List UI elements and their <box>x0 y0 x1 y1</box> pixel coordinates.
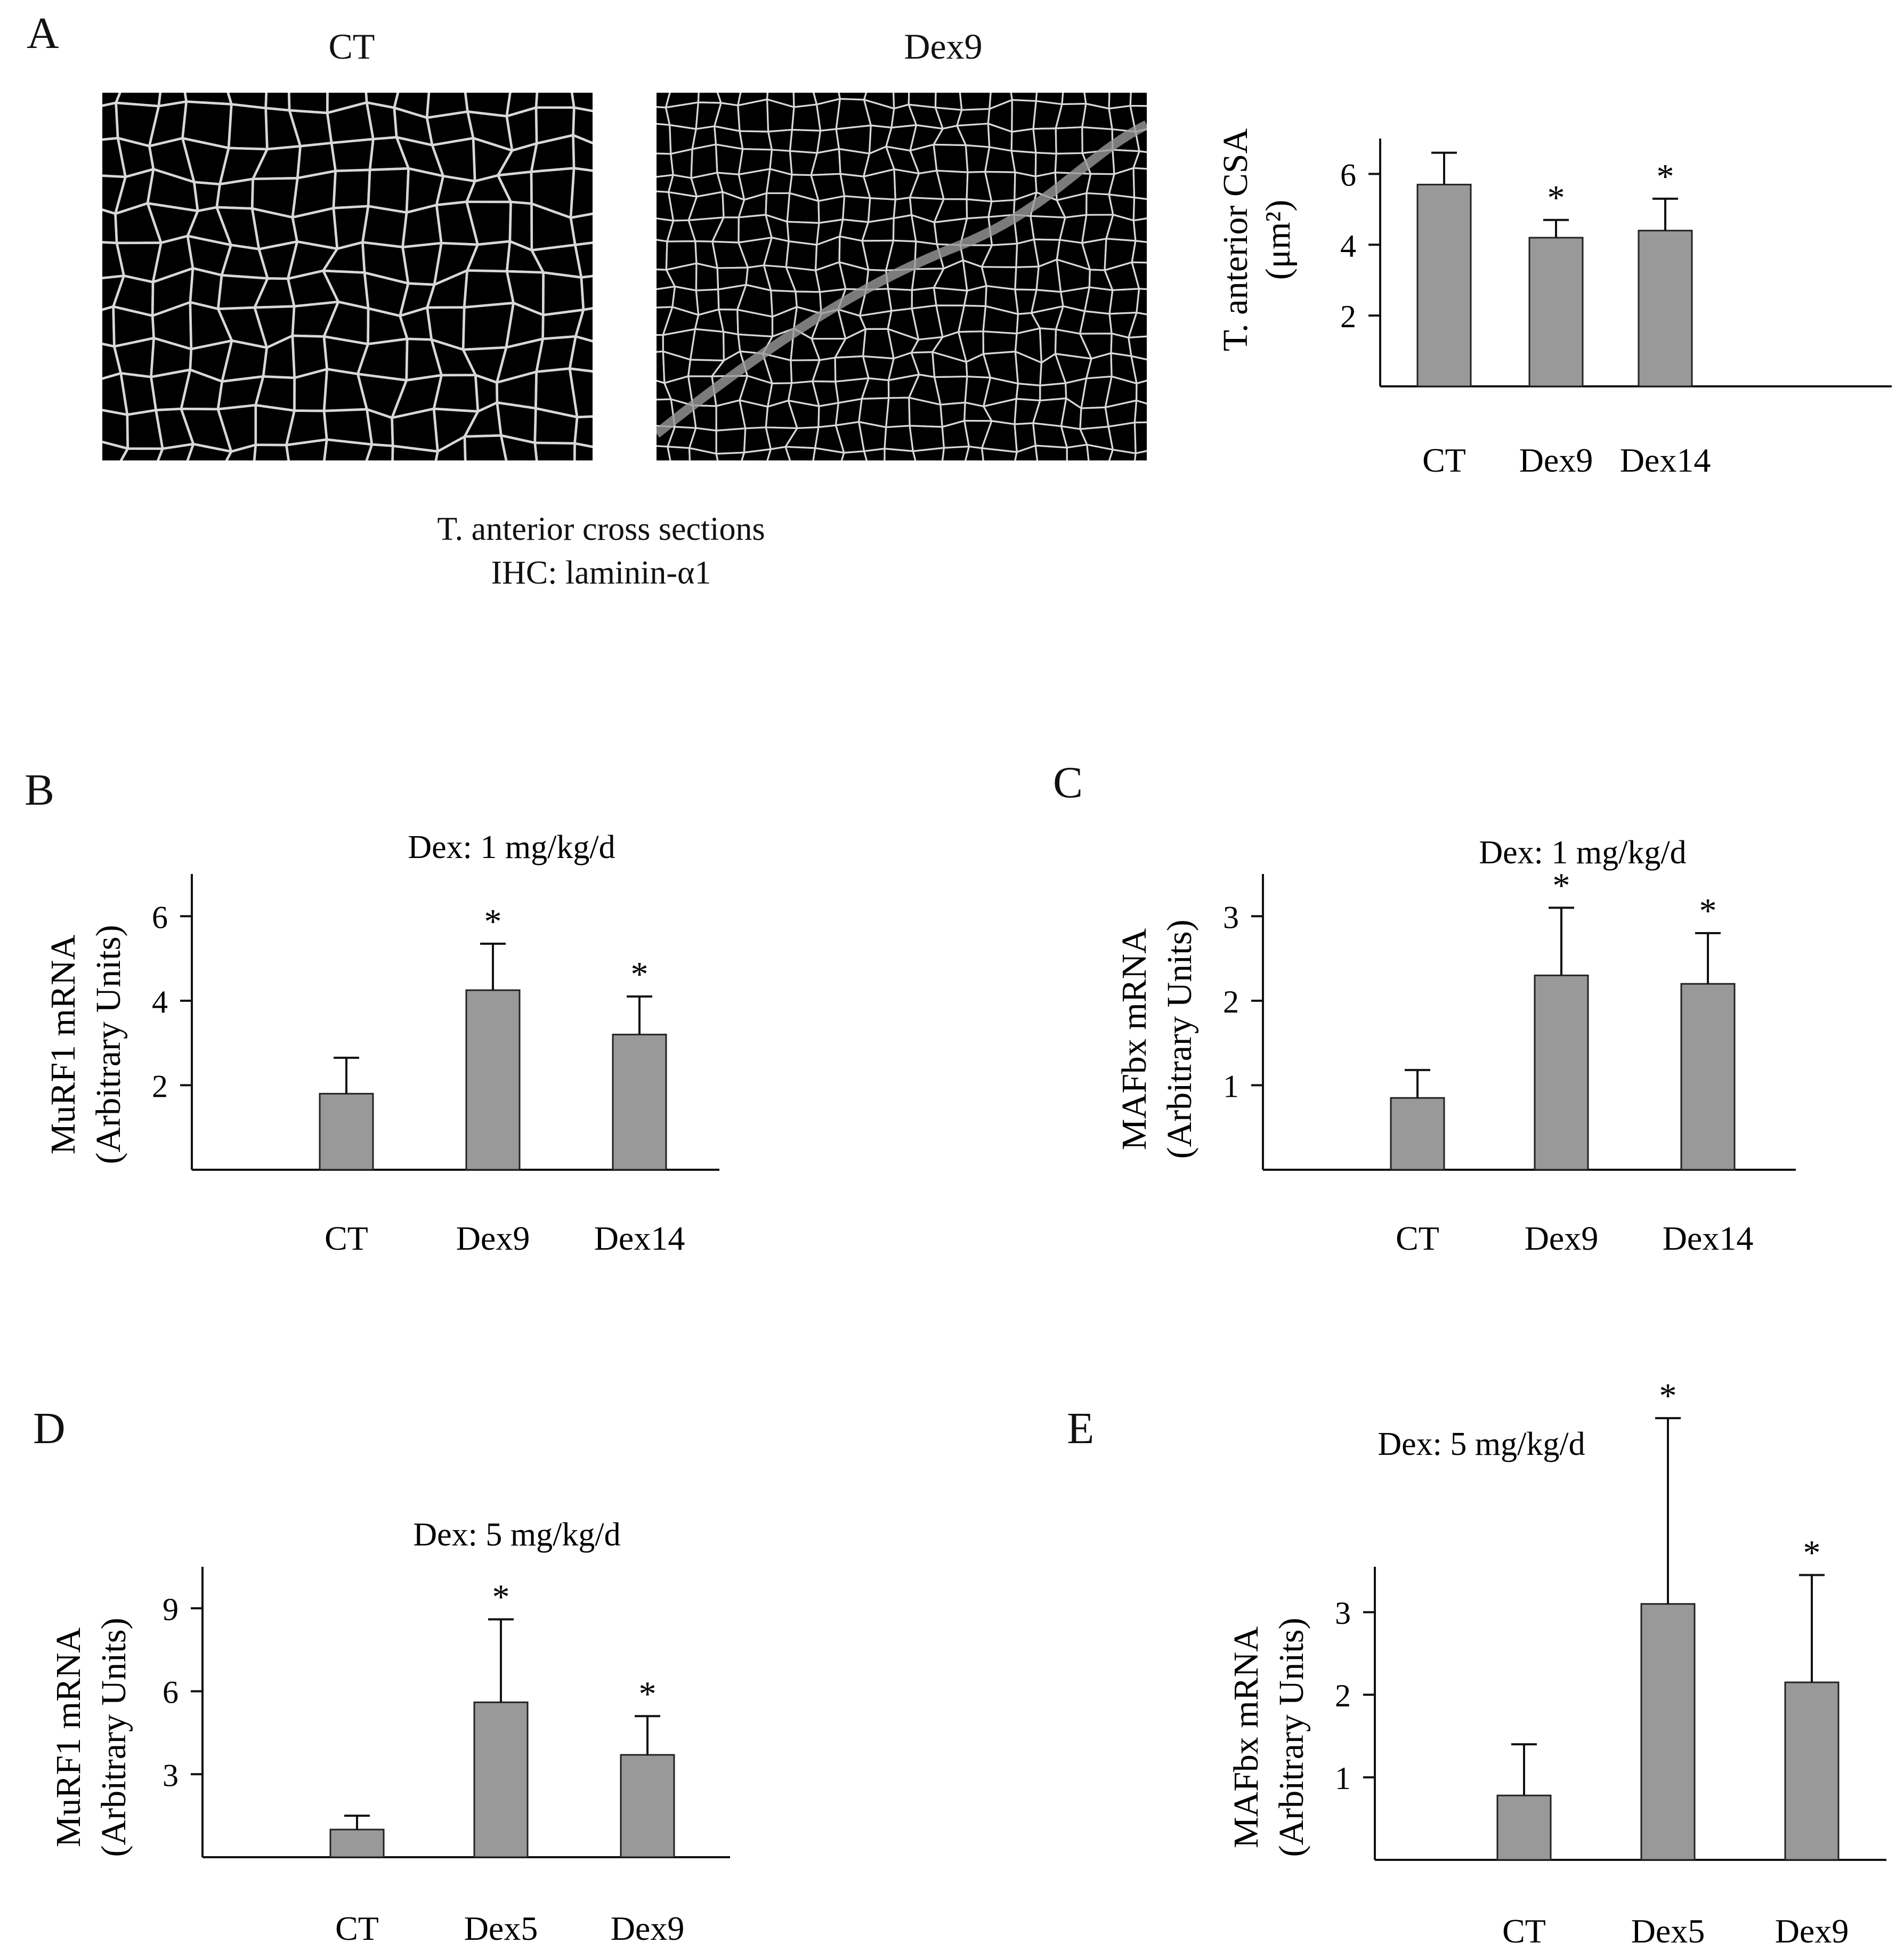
y-axis-label-units: (Arbitrary Units) <box>94 1617 133 1857</box>
chart-mafbx-5mg: Dex: 5 mg/kg/d MAFbx mRNA (Arbitrary Units… <box>1227 1377 1886 1950</box>
category-label: CT <box>1502 1912 1546 1950</box>
bar-ct <box>1390 1097 1445 1171</box>
significance-star: * <box>484 902 502 941</box>
y-tick-label: 4 <box>1340 228 1356 263</box>
image-label-ct: CT <box>328 26 375 67</box>
category-label: CT <box>325 1219 368 1257</box>
significance-star: * <box>1553 866 1570 905</box>
category-label: Dex14 <box>1620 441 1711 479</box>
y-tick-label: 9 <box>163 1592 179 1627</box>
bar-ct <box>1496 1794 1552 1861</box>
significance-star: * <box>1699 892 1717 930</box>
chart-murf1-1mg: Dex: 1 mg/kg/d MuRF1 mRNA (Arbitrary Units… <box>44 829 719 1257</box>
y-tick-label: 2 <box>1223 984 1239 1019</box>
bar-ct <box>329 1828 385 1858</box>
y-tick-label: 2 <box>152 1068 168 1104</box>
panel-letter-a: A <box>27 9 59 58</box>
significance-star: * <box>639 1674 657 1713</box>
y-axis-label: MuRF1 mRNA <box>44 934 83 1154</box>
bar-dex14 <box>1638 230 1693 387</box>
panel-letter-c: C <box>1053 758 1083 807</box>
bar-dex9 <box>1784 1681 1840 1861</box>
image-label-dex9: Dex9 <box>904 26 983 67</box>
category-label: Dex9 <box>1525 1219 1599 1257</box>
y-axis-label-units: (Arbitrary Units) <box>89 925 128 1164</box>
bar-dex14 <box>1680 983 1736 1171</box>
connective-tissue-band <box>657 120 1147 438</box>
bar-dex5 <box>1640 1603 1696 1861</box>
y-tick-label: 6 <box>163 1675 179 1710</box>
y-tick-label: 6 <box>1340 157 1356 192</box>
significance-star: * <box>1657 157 1674 196</box>
y-tick-label: 3 <box>1335 1596 1351 1631</box>
category-label: CT <box>335 1909 379 1947</box>
significance-star: * <box>492 1578 510 1617</box>
chart-title: Dex: 1 mg/kg/d <box>408 829 615 865</box>
bar-dex9 <box>1528 237 1584 387</box>
caption-line2: IHC: laminin-α1 <box>491 555 711 591</box>
y-axis-label-units: (Arbitrary Units) <box>1160 919 1199 1159</box>
y-axis-label-units: (μm²) <box>1259 200 1298 280</box>
category-label: Dex5 <box>1631 1912 1705 1950</box>
panel-letter-e: E <box>1067 1404 1095 1453</box>
panel-letter-b: B <box>25 765 55 815</box>
y-axis-label: T. anterior CSA <box>1216 128 1255 351</box>
category-label: Dex9 <box>611 1909 685 1947</box>
bar-dex9 <box>1534 974 1589 1171</box>
y-tick-label: 3 <box>163 1758 179 1793</box>
significance-star: * <box>1547 179 1565 217</box>
significance-star: * <box>1803 1533 1821 1572</box>
cell-membranes <box>657 93 1147 460</box>
panel-letter-d: D <box>33 1404 66 1453</box>
category-label: Dex9 <box>1519 441 1593 479</box>
category-label: Dex5 <box>464 1909 538 1947</box>
micrograph-ct <box>102 93 593 460</box>
y-axis-label-units: (Arbitrary Units) <box>1272 1617 1311 1857</box>
micrograph-dex9 <box>657 93 1147 460</box>
bar-dex9 <box>465 989 521 1171</box>
y-tick-label: 3 <box>1223 900 1239 935</box>
significance-star: * <box>631 955 649 994</box>
bar-dex9 <box>620 1754 675 1858</box>
bar-ct <box>319 1092 374 1171</box>
category-label: CT <box>1396 1219 1439 1257</box>
y-tick-label: 6 <box>152 900 168 935</box>
category-label: Dex14 <box>594 1219 685 1257</box>
y-tick-label: 1 <box>1335 1761 1351 1796</box>
caption-line1: T. anterior cross sections <box>437 511 765 547</box>
y-axis-label: MAFbx mRNA <box>1227 1626 1266 1849</box>
category-label: Dex9 <box>1775 1912 1849 1950</box>
y-tick-label: 2 <box>1335 1678 1351 1713</box>
bar-dex5 <box>473 1701 529 1858</box>
chart-mafbx-1mg: Dex: 1 mg/kg/d MAFbx mRNA (Arbitrary Units… <box>1115 835 1796 1257</box>
y-axis-label: MuRF1 mRNA <box>49 1627 88 1847</box>
chart-csa: T. anterior CSA (μm²) 2 4 6 CT * Dex9 * Dex14 <box>1216 128 1892 479</box>
category-label: CT <box>1422 441 1466 479</box>
chart-title: Dex: 1 mg/kg/d <box>1479 835 1686 871</box>
y-tick-label: 2 <box>1340 299 1356 334</box>
category-label: Dex9 <box>456 1219 530 1257</box>
significance-star: * <box>1659 1377 1677 1415</box>
chart-title: Dex: 5 mg/kg/d <box>1378 1426 1585 1462</box>
y-axis-label: MAFbx mRNA <box>1115 928 1154 1151</box>
chart-murf1-5mg: Dex: 5 mg/kg/d MuRF1 mRNA (Arbitrary Units… <box>49 1517 730 1947</box>
category-label: Dex14 <box>1663 1219 1754 1257</box>
y-tick-label: 4 <box>152 984 168 1019</box>
cell-membranes <box>102 93 593 460</box>
bar-dex14 <box>612 1033 667 1171</box>
y-tick-label: 1 <box>1223 1068 1239 1104</box>
chart-title: Dex: 5 mg/kg/d <box>413 1517 620 1553</box>
bar-ct <box>1416 183 1472 387</box>
